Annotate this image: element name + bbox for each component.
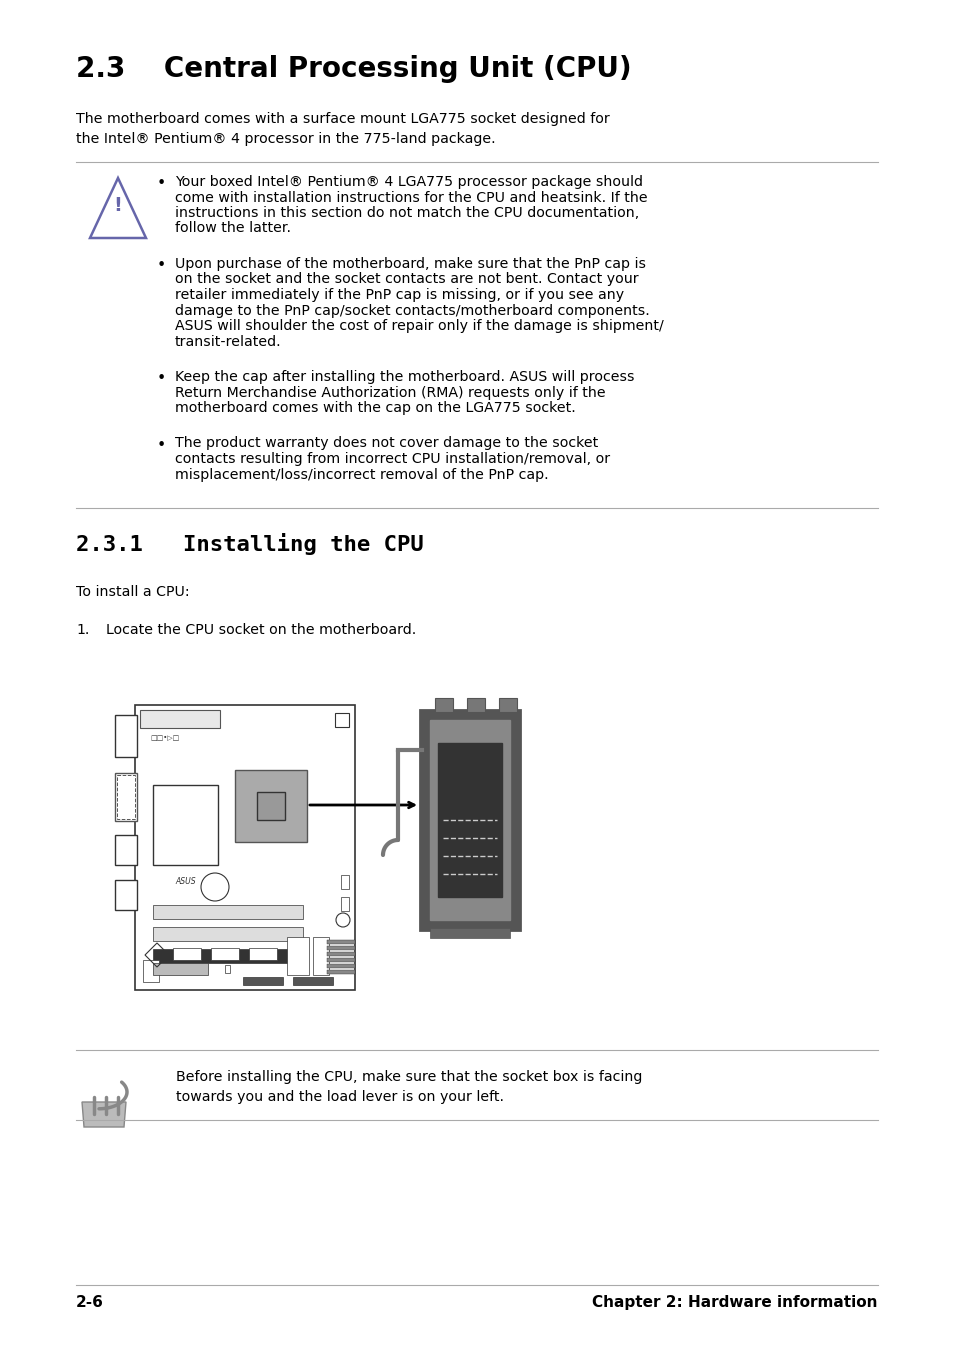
Text: towards you and the load lever is on your left.: towards you and the load lever is on you…	[175, 1090, 503, 1104]
Bar	[340, 897, 349, 911]
Bar	[327, 970, 355, 974]
Bar	[152, 785, 218, 865]
Bar	[172, 948, 201, 961]
Bar	[287, 938, 309, 975]
Bar	[335, 713, 349, 727]
Text: transit-related.: transit-related.	[174, 335, 281, 349]
Text: Keep the cap after installing the motherboard. ASUS will process: Keep the cap after installing the mother…	[174, 370, 634, 384]
Text: retailer immediately if the PnP cap is missing, or if you see any: retailer immediately if the PnP cap is m…	[174, 288, 623, 303]
Text: Upon purchase of the motherboard, make sure that the PnP cap is: Upon purchase of the motherboard, make s…	[174, 257, 645, 272]
Bar	[117, 775, 135, 819]
Text: misplacement/loss/incorrect removal of the PnP cap.: misplacement/loss/incorrect removal of t…	[174, 467, 548, 481]
Text: contacts resulting from incorrect CPU installation/removal, or: contacts resulting from incorrect CPU in…	[174, 453, 610, 466]
Text: on the socket and the socket contacts are not bent. Contact your: on the socket and the socket contacts ar…	[174, 273, 638, 286]
Bar	[327, 965, 355, 969]
Bar	[234, 770, 307, 842]
Bar	[419, 711, 519, 929]
Text: Your boxed Intel® Pentium® 4 LGA775 processor package should: Your boxed Intel® Pentium® 4 LGA775 proc…	[174, 176, 642, 189]
Bar	[313, 938, 329, 975]
Bar	[243, 977, 283, 985]
Bar	[152, 927, 303, 942]
Text: •: •	[157, 438, 166, 453]
Bar	[437, 743, 501, 897]
Bar	[327, 946, 355, 950]
Text: 2-6: 2-6	[76, 1296, 104, 1310]
Bar	[211, 948, 239, 961]
Text: □□•▷□: □□•▷□	[150, 735, 179, 740]
Bar	[467, 698, 484, 712]
Bar	[327, 958, 355, 962]
Bar	[293, 977, 333, 985]
Text: ASUS will shoulder the cost of repair only if the damage is shipment/: ASUS will shoulder the cost of repair on…	[174, 319, 663, 332]
Text: 2.3.1   Installing the CPU: 2.3.1 Installing the CPU	[76, 534, 423, 555]
Bar	[135, 705, 355, 990]
Bar	[115, 715, 137, 757]
Polygon shape	[82, 1102, 126, 1127]
Text: •: •	[157, 372, 166, 386]
Text: come with installation instructions for the CPU and heatsink. If the: come with installation instructions for …	[174, 190, 647, 204]
Bar	[140, 711, 220, 728]
Text: To install a CPU:: To install a CPU:	[76, 585, 190, 598]
Text: •: •	[157, 258, 166, 273]
Text: 2.3    Central Processing Unit (CPU): 2.3 Central Processing Unit (CPU)	[76, 55, 631, 82]
Bar	[327, 952, 355, 957]
Text: The product warranty does not cover damage to the socket: The product warranty does not cover dama…	[174, 436, 598, 450]
Bar	[256, 792, 285, 820]
Bar	[340, 875, 349, 889]
Text: Chapter 2: Hardware information: Chapter 2: Hardware information	[592, 1296, 877, 1310]
Text: !: !	[113, 196, 122, 215]
Text: Before installing the CPU, make sure that the socket box is facing: Before installing the CPU, make sure tha…	[175, 1070, 641, 1084]
Bar	[435, 698, 453, 712]
Bar	[327, 940, 355, 944]
Text: •: •	[157, 176, 166, 190]
Text: ....: ....	[147, 707, 156, 713]
Bar	[225, 965, 230, 973]
Bar	[498, 698, 517, 712]
Text: Return Merchandise Authorization (RMA) requests only if the: Return Merchandise Authorization (RMA) r…	[174, 385, 605, 400]
Bar	[115, 880, 137, 911]
Text: 1.: 1.	[76, 623, 90, 638]
Text: follow the latter.: follow the latter.	[174, 222, 291, 235]
Bar	[152, 905, 303, 919]
Text: the Intel® Pentium® 4 processor in the 775-land package.: the Intel® Pentium® 4 processor in the 7…	[76, 132, 496, 146]
Text: damage to the PnP cap/socket contacts/motherboard components.: damage to the PnP cap/socket contacts/mo…	[174, 304, 649, 317]
Bar	[430, 720, 510, 920]
Text: Locate the CPU socket on the motherboard.: Locate the CPU socket on the motherboard…	[106, 623, 416, 638]
Bar	[249, 948, 276, 961]
Bar	[115, 835, 137, 865]
Text: The motherboard comes with a surface mount LGA775 socket designed for: The motherboard comes with a surface mou…	[76, 112, 609, 126]
Text: ASUS: ASUS	[174, 877, 195, 886]
Bar	[115, 773, 137, 821]
Bar	[143, 961, 159, 982]
Bar	[152, 948, 303, 963]
Bar	[152, 963, 208, 975]
Bar	[430, 928, 510, 938]
Text: motherboard comes with the cap on the LGA775 socket.: motherboard comes with the cap on the LG…	[174, 401, 576, 415]
Text: instructions in this section do not match the CPU documentation,: instructions in this section do not matc…	[174, 205, 639, 220]
